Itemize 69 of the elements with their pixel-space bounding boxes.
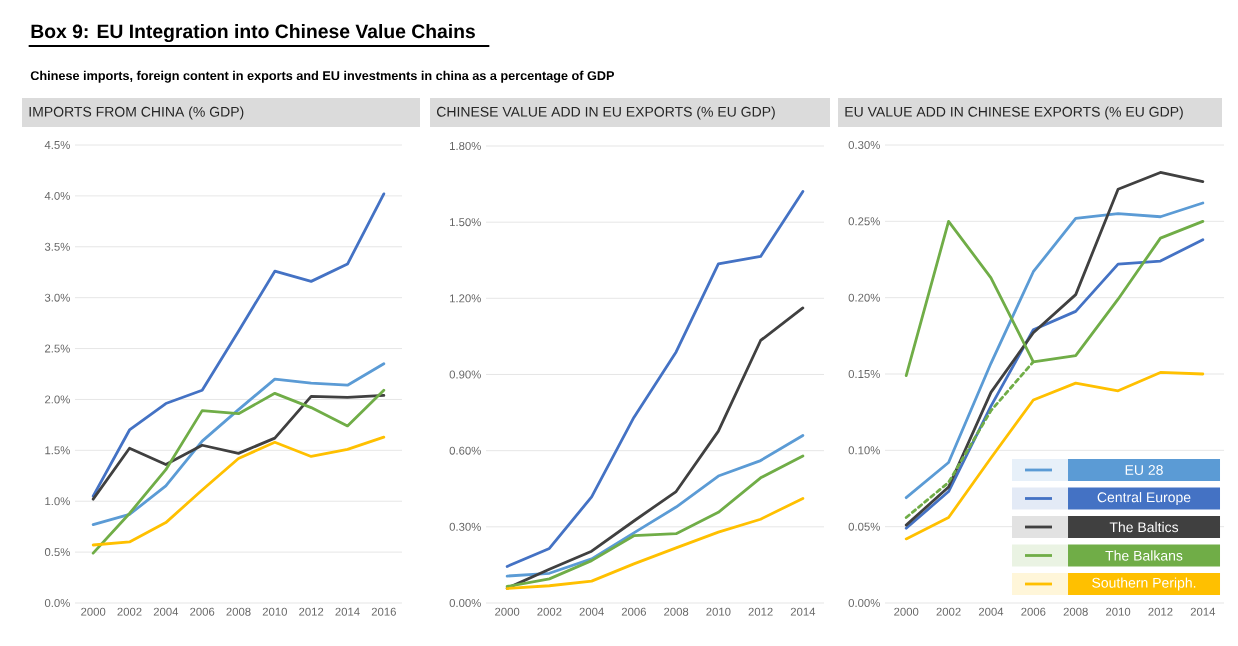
y-tick-label: 1.0% — [45, 497, 70, 506]
x-tick-label: 2012 — [299, 607, 324, 616]
text: The Baltics — [1109, 521, 1179, 533]
y-tick-label: 4.0% — [44, 191, 70, 200]
y-tick-label: 0.20% — [848, 293, 880, 302]
x-tick-label: 2012 — [1148, 607, 1173, 616]
y-tick-label: 0.10% — [848, 446, 880, 455]
text: The Balkans — [1105, 550, 1183, 561]
x-tick-label: 2008 — [1063, 607, 1088, 616]
line-series — [904, 371, 1205, 541]
x-tick-label: 2004 — [579, 607, 604, 616]
y-tick-label: 2.0% — [45, 395, 70, 404]
y-tick-label: 0.25% — [848, 217, 880, 226]
x-tick-label: 2006 — [1021, 607, 1046, 616]
line-series — [91, 393, 386, 501]
x-tick-label: 2000 — [495, 607, 520, 616]
x-tick-label: 2010 — [262, 607, 287, 616]
text: Southern Periph. — [1092, 577, 1196, 591]
x-tick-label: 2002 — [537, 607, 562, 616]
line-series — [91, 388, 386, 555]
y-tick-label: 0.60% — [449, 446, 481, 455]
chart-title: IMPORTS FROM CHINA (% GDP) — [29, 106, 244, 120]
line-series — [91, 362, 386, 527]
text: EU 28 — [1125, 465, 1163, 475]
x-tick-label: 2016 — [371, 607, 396, 616]
line-series — [505, 434, 805, 578]
y-tick-label: 0.5% — [44, 548, 70, 557]
y-tick-label: 0.90% — [449, 370, 481, 379]
x-tick-label: 2014 — [335, 607, 360, 616]
chart-title: EU VALUE ADD IN CHINESE EXPORTS (% EU GDP) — [845, 106, 1183, 120]
x-tick-label: 2008 — [664, 607, 689, 616]
y-tick-label: 1.20% — [450, 294, 481, 303]
y-tick-label: 0.30% — [848, 140, 880, 149]
x-tick-label: 2000 — [81, 607, 106, 616]
x-tick-label: 2010 — [706, 607, 731, 616]
y-tick-label: 1.50% — [450, 218, 481, 227]
y-tick-label: 0.05% — [848, 522, 880, 531]
x-tick-label: 2002 — [936, 607, 961, 616]
x-tick-label: 2008 — [226, 607, 251, 616]
chart-title: CHINESE VALUE ADD IN EU EXPORTS (% EU GDP) — [436, 106, 775, 120]
text: Central Europe — [1097, 491, 1191, 506]
y-tick-label: 3.0% — [44, 293, 70, 302]
line-series — [505, 454, 805, 588]
text: Chinese imports, foreign content in exports and EU investments in china as a percentage of GDP — [30, 70, 615, 83]
y-tick-label: 0.00% — [848, 599, 880, 608]
x-tick-label: 2002 — [117, 607, 142, 616]
y-tick-label: 0.15% — [848, 370, 880, 378]
line-series — [505, 497, 805, 590]
y-tick-label: 0.30% — [449, 522, 481, 531]
x-tick-label: 2014 — [1190, 607, 1216, 616]
x-tick-label: 2010 — [1106, 607, 1131, 616]
line-series — [91, 435, 386, 547]
y-tick-label: 0.0% — [44, 599, 70, 608]
x-tick-label: 2000 — [894, 607, 919, 616]
y-tick-label: 1.80% — [450, 141, 481, 150]
text: Box 9: EU Integration into Chinese Value Chains — [31, 23, 475, 43]
x-tick-label: 2006 — [621, 607, 646, 616]
line-series — [505, 190, 805, 568]
x-tick-label: 2006 — [190, 607, 215, 616]
y-tick-label: 3.5% — [44, 242, 70, 251]
y-tick-label: 1.5% — [45, 446, 70, 455]
y-tick-label: 2.5% — [45, 344, 70, 353]
y-tick-label: 4.5% — [44, 141, 70, 149]
x-tick-label: 2004 — [978, 607, 1004, 616]
y-tick-label: 0.00% — [449, 599, 481, 608]
x-tick-label: 2014 — [790, 607, 816, 616]
line-series — [91, 192, 386, 498]
x-tick-label: 2004 — [153, 607, 179, 616]
x-tick-label: 2012 — [748, 607, 773, 616]
